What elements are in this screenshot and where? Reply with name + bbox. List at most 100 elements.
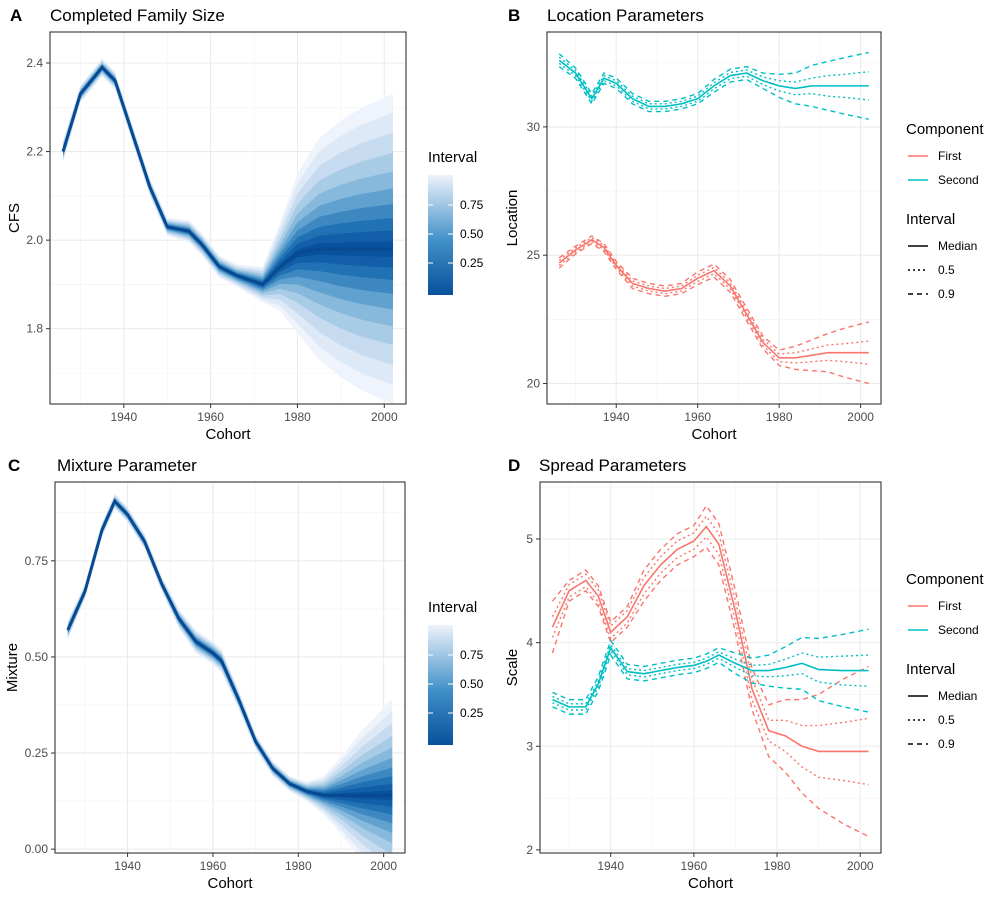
lower-0.5-line [558,241,869,365]
x-tick-label: 1960 [197,410,224,424]
x-tick-label: 1960 [681,859,708,873]
y-tick-label: 0.25 [25,746,49,760]
band-0.3 [67,499,393,815]
panel-tag: D [508,456,520,475]
y-tick-label: 2.4 [26,56,43,70]
x-axis-title: Cohort [207,875,253,892]
panel-title: Mixture Parameter [57,456,197,475]
legend: Interval 0.75 0.50 0.25 [428,599,484,745]
band-0.3 [63,65,393,288]
series-second [558,51,869,120]
series-second [552,628,869,715]
x-tick-label: 1980 [284,410,311,424]
y-axis-title: Location [504,190,521,247]
data-layer [551,504,869,838]
legend-title: Component [906,571,984,588]
panel-tag: C [8,456,20,475]
legend-label: 0.5 [938,263,955,277]
legend-label: First [938,149,962,163]
median-line [66,498,393,797]
legend-label: Second [938,623,979,637]
y-tick-label: 2.2 [26,145,43,159]
x-tick-label: 1960 [200,859,227,873]
panel-border [49,31,407,405]
plot-background [547,32,881,404]
upper-0.5-line [558,236,869,355]
median-line [551,525,869,753]
legend: Interval 0.75 0.50 0.25 [428,149,484,295]
data-layer [66,493,393,853]
x-tick-label: 1980 [285,859,312,873]
x-axis-title: Cohort [691,426,737,443]
x-tick-label: 1980 [764,859,791,873]
median-line [558,59,869,108]
axes: 1940 1960 1980 2000 20 25 30 Cohort Location [504,120,874,443]
x-axis-title: Cohort [205,426,251,443]
upper-0.9-line [558,51,869,102]
y-tick-label: 0.00 [25,842,49,856]
y-tick-label: 5 [526,532,533,546]
panel-C: C Mixture Parameter 1940 1960 1980 2000 0.00 0.… [4,456,484,892]
legend-label: Median [938,689,977,703]
legend: Component First Second Interval Median 0.5 0.9 [906,121,984,301]
panel-border [539,481,882,854]
x-tick-label: 1940 [110,410,137,424]
panel-A: A Completed Family Size 1940 1960 1980 2000 1.… [6,6,484,443]
legend-label: 0.9 [938,287,955,301]
legend-label: Median [938,239,977,253]
legend-colorbar [428,625,453,745]
legend-label: 0.9 [938,737,955,751]
lower-0.9-line [558,242,869,385]
x-tick-label: 2000 [371,410,398,424]
x-tick-label: 2000 [847,410,874,424]
legend-title: Interval [906,661,955,678]
legend: Component First Second Interval Median 0.5 0.9 [906,571,984,751]
legend-title: Interval [428,599,477,616]
axes: 1940 1960 1980 2000 1.8 2.0 2.2 2.4 Cohort CFS [6,56,398,443]
gridlines [540,482,881,853]
x-tick-label: 1940 [603,410,630,424]
lower-0.9-line [552,653,869,715]
legend-break-label: 0.75 [460,648,484,662]
legend-title: Component [906,121,984,138]
x-tick-label: 2000 [847,859,874,873]
panel-tag: A [10,6,22,25]
x-axis-title: Cohort [688,875,734,892]
median-line [558,238,869,359]
lower-0.5-line [551,535,869,786]
x-tick-label: 2000 [370,859,397,873]
lower-0.5-line [552,649,869,711]
y-tick-label: 2.0 [26,233,43,247]
y-tick-label: 0.75 [25,554,49,568]
median-line [552,646,869,708]
y-tick-label: 20 [527,376,541,390]
legend-break-label: 0.25 [460,256,484,270]
series-first [551,504,869,838]
y-tick-label: 4 [526,636,533,650]
panel-D: D Spread Parameters 1940 1960 1980 2000 2 3 4 5 Co… [504,456,984,892]
upper-0.9-line [551,504,869,706]
data-layer [558,51,869,385]
upper-0.9-line [552,628,869,701]
legend-label: Second [938,173,979,187]
x-tick-label: 1960 [684,410,711,424]
axes: 1940 1960 1980 2000 0.00 0.25 0.50 0.75 Cohort Mi… [4,554,397,892]
y-tick-label: 3 [526,739,533,753]
y-tick-label: 0.50 [25,650,49,664]
y-tick-label: 30 [527,120,541,134]
panel-title: Spread Parameters [539,456,686,475]
y-tick-label: 25 [527,248,541,262]
panel-border [54,481,406,854]
y-axis-title: Mixture [4,643,21,692]
legend-title: Interval [428,149,477,166]
x-tick-label: 1980 [766,410,793,424]
y-axis-title: Scale [504,649,521,687]
y-tick-label: 2 [526,843,533,857]
legend-break-label: 0.50 [460,227,484,241]
upper-0.9-line [558,235,869,351]
data-layer [61,58,393,404]
legend-break-label: 0.25 [460,706,484,720]
panel-border [546,31,882,405]
lower-0.9-line [558,66,869,120]
